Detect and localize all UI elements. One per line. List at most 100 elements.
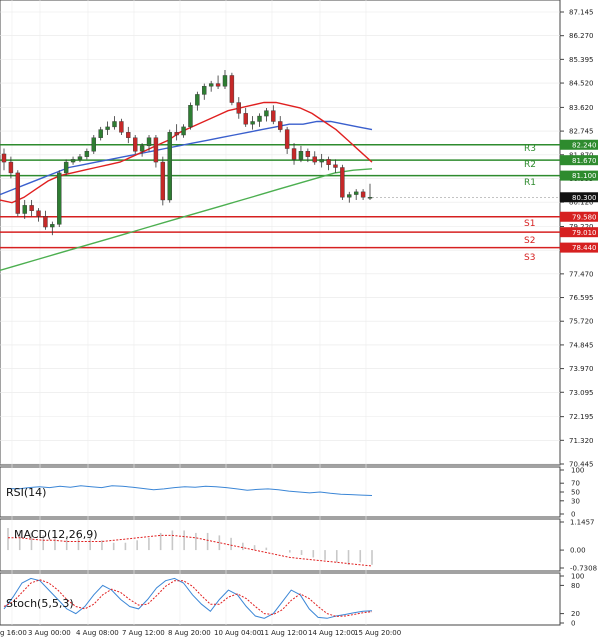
ma-blue-line: [0, 120, 373, 196]
price-box-s1: [560, 211, 598, 222]
stoch-d-line: [3, 579, 373, 617]
candle-body: [353, 191, 359, 195]
candle-body: [195, 94, 200, 106]
y-tick-label: 87.145: [569, 9, 594, 17]
price-boxes: 82.240 81.670 81.100 79.580 79.010 78.440 80.3…: [560, 139, 598, 253]
price-box-text: 82.240: [572, 141, 597, 149]
moving-averages: [0, 101, 373, 271]
candle-body: [36, 210, 41, 217]
candle-body: [298, 151, 304, 160]
candle-body: [91, 137, 96, 152]
x-tick-label: 11 Aug 12:00: [260, 629, 307, 637]
candle-body: [271, 110, 276, 122]
candle-body: [77, 156, 83, 160]
candle-body: [347, 194, 352, 198]
stoch-tick-label: 80: [571, 582, 580, 590]
x-tick-label: 14 Aug 12:00: [308, 629, 355, 637]
macd-panel: [0, 518, 561, 572]
candle-body: [126, 132, 131, 138]
y-tick-label: 86.270: [569, 32, 594, 40]
candle-body: [50, 224, 55, 228]
price-box-text: 79.010: [572, 229, 597, 237]
candle-body: [229, 75, 235, 103]
candle-body: [84, 151, 90, 157]
candle-body: [1, 153, 7, 163]
current-price-text: 80.300: [572, 194, 597, 202]
rsi-tick-label: 70: [571, 480, 580, 488]
candle-body: [98, 129, 103, 138]
candle-body: [139, 145, 145, 152]
rsi-label: RSI(14): [6, 486, 46, 499]
candle-body: [236, 102, 241, 114]
y-tick-label: 85.395: [569, 56, 594, 64]
price-box-r1: [560, 170, 598, 181]
macd-tick-label: 1.1457: [570, 519, 595, 527]
rsi-tick-label: 0: [571, 511, 575, 519]
candle-body: [105, 126, 110, 130]
macd-tick-label: 0.00: [570, 547, 586, 555]
candle-body: [146, 137, 152, 147]
candle-body: [264, 110, 269, 117]
y-tick-label: 80.120: [569, 199, 594, 207]
ma-green-line: [0, 168, 373, 271]
candle-body: [133, 137, 138, 152]
y-tick-label: 84.520: [569, 80, 594, 88]
level-label-r1: R1: [524, 178, 536, 188]
x-tick-label: g 16:00: [0, 629, 27, 637]
stoch-tick-label: 20: [571, 610, 580, 618]
candle-body: [360, 191, 366, 198]
candle-body: [57, 172, 62, 225]
candle-body: [333, 164, 338, 168]
level-label-r3: R3: [524, 144, 536, 154]
candle-body: [160, 161, 166, 201]
candle-body: [112, 121, 117, 128]
price-box-r3: [560, 139, 598, 150]
y-tick-label: 73.970: [569, 365, 594, 373]
candle-body: [181, 126, 186, 136]
rsi-line: [7, 485, 373, 496]
x-tick-label: 10 Aug 04:00: [214, 629, 261, 637]
y-tick-label: 79.220: [569, 223, 594, 231]
candle-body: [167, 132, 172, 201]
rsi-panel: [0, 466, 561, 518]
macd-indicator: 1.1457 0.00 -0.7308: [7, 519, 597, 573]
level-label-s3: S3: [524, 253, 535, 263]
y-tick-label: 76.595: [569, 294, 594, 302]
x-tick-label: 8 Aug 20:00: [168, 629, 211, 637]
candle-body: [243, 113, 248, 125]
price-box-s2: [560, 227, 598, 238]
candle-body: [188, 105, 193, 128]
support-resistance-levels: R3 R2 R1 S1 S2 S3: [0, 144, 560, 263]
x-axis: g 16:00 3 Aug 00:00 4 Aug 08:00 7 Aug 12:00…: [0, 629, 401, 637]
candle-body: [340, 167, 345, 198]
y-tick-label: 72.195: [569, 413, 594, 421]
candle-body: [43, 216, 48, 228]
rsi-tick-label: 50: [571, 489, 580, 497]
macd-signal-line: [8, 534, 373, 567]
y-tick-label: 71.320: [569, 437, 594, 445]
candles: [1, 70, 373, 236]
x-tick-label: 15 Aug 20:00: [354, 629, 401, 637]
candle-body: [305, 151, 311, 157]
price-box-text: 79.580: [572, 213, 597, 221]
x-tick-label: 7 Aug 12:00: [122, 629, 165, 637]
candle-body: [215, 83, 221, 87]
stoch-tick-label: 0: [571, 620, 575, 628]
candle-body: [174, 132, 179, 136]
level-label-r2: R2: [524, 160, 536, 170]
y-tick-label: 74.845: [569, 341, 594, 349]
price-box-text: 78.440: [572, 244, 597, 252]
candle-body: [29, 205, 34, 211]
rsi-tick-label: 100: [571, 467, 584, 475]
stoch-panel: [0, 572, 561, 626]
level-label-s2: S2: [524, 236, 535, 246]
candle-body: [22, 205, 27, 214]
y-axis: 87.14586.27085.39584.52083.62082.74581.8…: [560, 9, 594, 469]
price-box-r2: [560, 155, 598, 166]
y-tick-label: 73.095: [569, 389, 594, 397]
y-tick-label: 70.445: [569, 461, 594, 469]
macd-label: MACD(12,26,9): [14, 528, 98, 541]
candle-body: [15, 172, 21, 214]
